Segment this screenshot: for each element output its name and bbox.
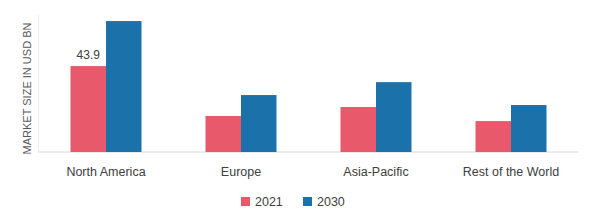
y-axis-line [38, 15, 39, 152]
bar [206, 116, 242, 152]
bar [341, 107, 377, 152]
x-tick-label: Rest of the World [463, 165, 559, 179]
bars [71, 21, 547, 152]
legend-swatch [241, 197, 250, 206]
chart-svg: MARKET SIZE IN USD BN 43.9 North America Eu… [0, 0, 598, 224]
chart-container: MARKET SIZE IN USD BN 43.9 North America Eu… [0, 0, 598, 224]
x-tick-label: Asia-Pacific [343, 165, 408, 179]
bar [241, 95, 277, 152]
data-label: 43.9 [77, 48, 101, 62]
bar [476, 121, 512, 152]
legend-label: 2030 [317, 195, 345, 209]
legend: 2021 2030 [241, 195, 345, 209]
x-tick-label: Europe [221, 165, 261, 179]
bar [376, 82, 412, 152]
bar [511, 105, 547, 152]
bar [71, 66, 107, 152]
x-tick-label: North America [66, 165, 145, 179]
data-labels: 43.9 [77, 48, 101, 62]
y-axis-title: MARKET SIZE IN USD BN [21, 23, 33, 155]
bar [106, 21, 142, 152]
legend-label: 2021 [255, 195, 283, 209]
legend-swatch [303, 197, 312, 206]
